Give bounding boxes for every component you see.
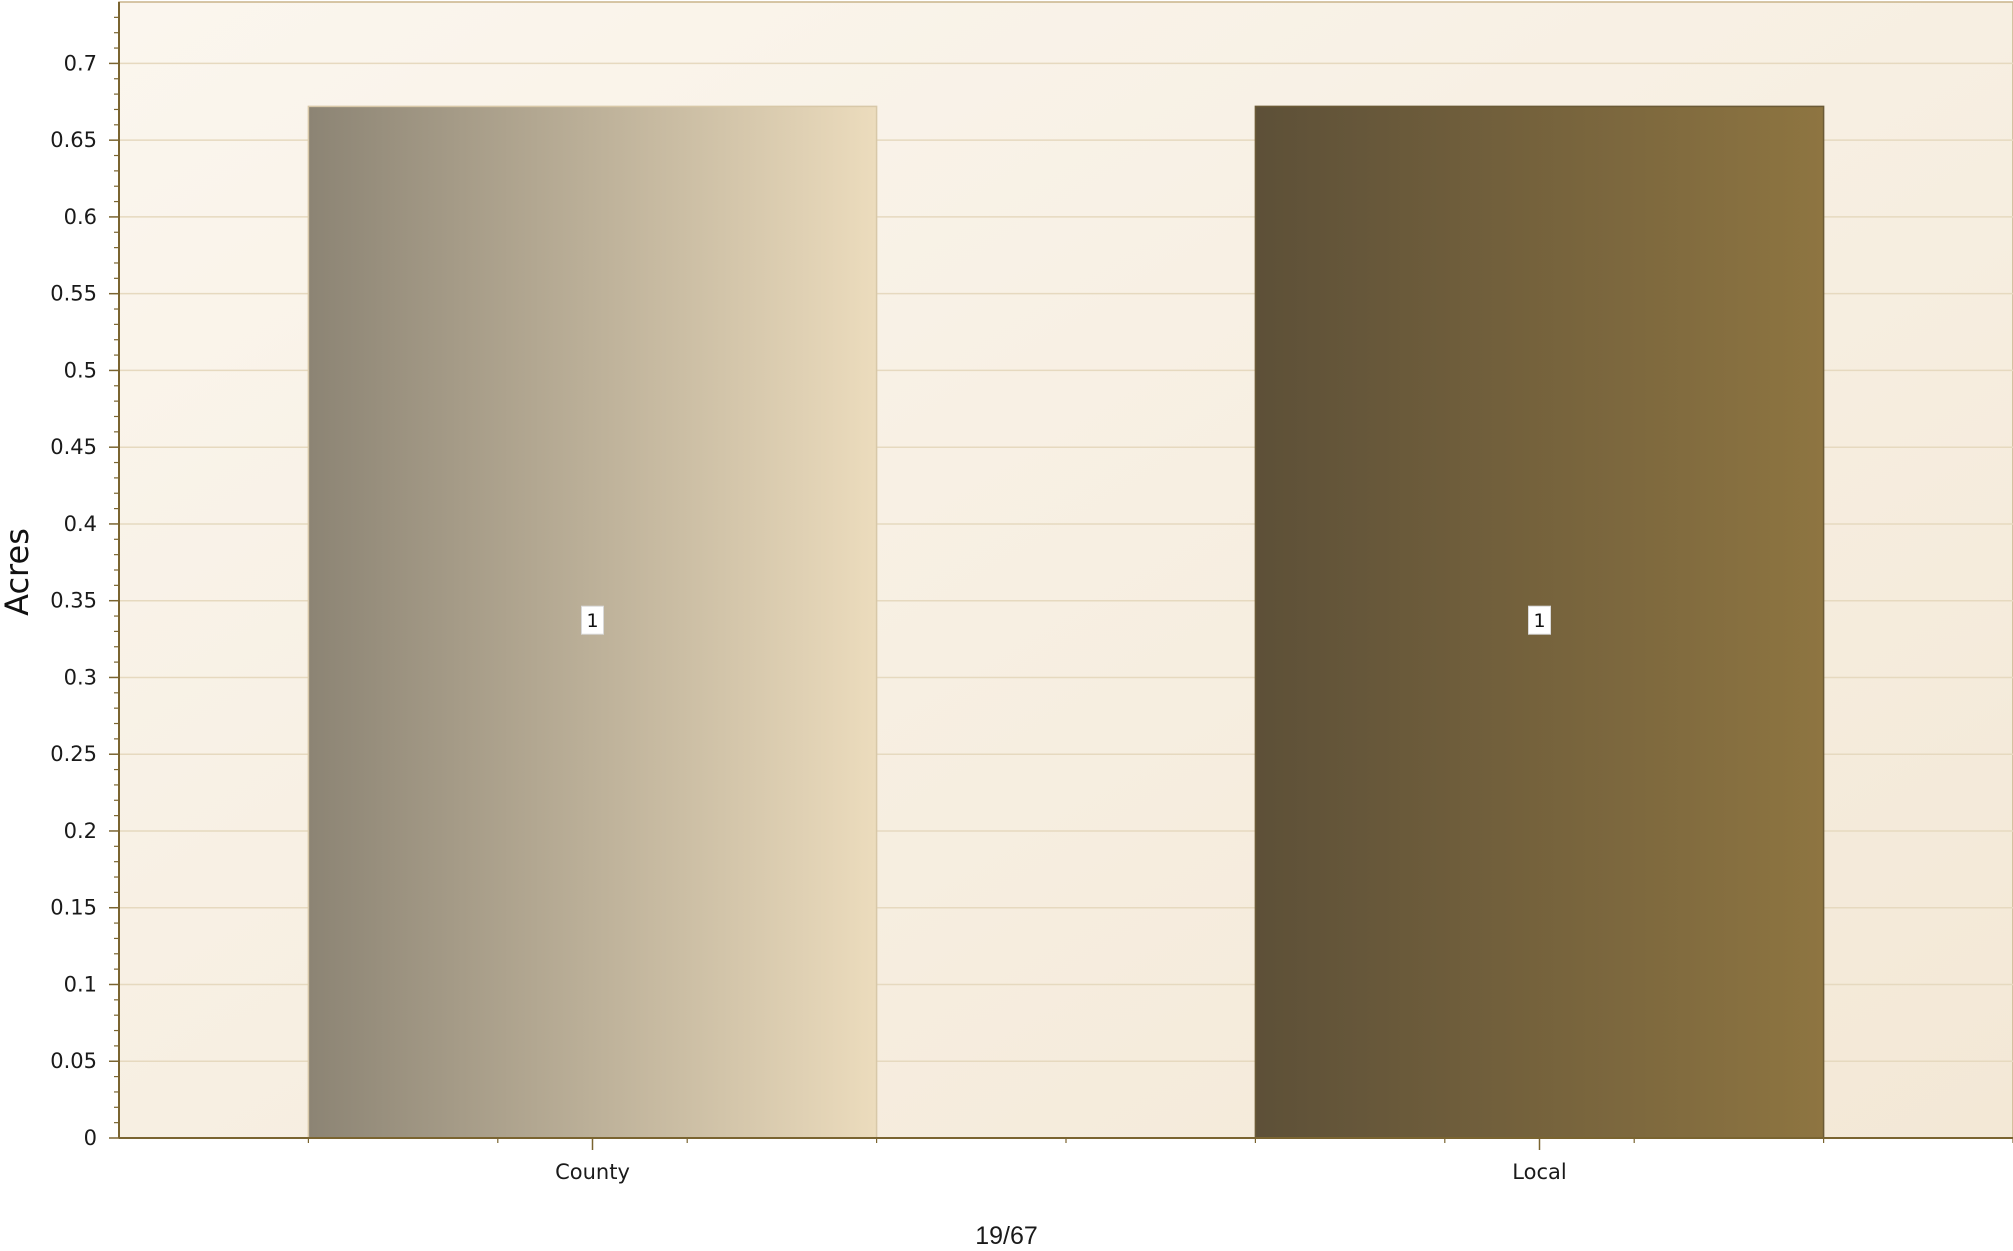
y-tick-label: 0.6 <box>64 205 97 229</box>
x-tick-label: Local <box>1512 1160 1566 1184</box>
x-tick-label: County <box>555 1160 630 1184</box>
y-tick-label: 0 <box>84 1126 97 1150</box>
data-label-box <box>581 605 604 635</box>
y-tick-label: 0.05 <box>50 1049 97 1073</box>
data-label: 1 <box>586 610 598 632</box>
y-axis-title: Acres <box>0 528 36 616</box>
y-axis-ticks: 0 0.05 0.1 0.15 0.2 0.25 0.3 0.35 0.4 0.45 0.5 0.55… <box>50 16 119 1150</box>
y-tick-label: 0.45 <box>50 435 97 459</box>
y-tick-label: 0.15 <box>50 896 97 920</box>
y-tick-label: 0.7 <box>64 51 97 75</box>
y-tick-label: 0.5 <box>64 358 97 382</box>
data-label-box <box>1528 605 1551 635</box>
page-indicator: 19/67 <box>975 1222 1038 1250</box>
y-tick-label: 0.2 <box>64 819 97 843</box>
x-axis-ticks: County Local <box>307 1138 2013 1184</box>
y-tick-label: 0.3 <box>64 665 97 689</box>
y-tick-label: 0.65 <box>50 128 97 152</box>
y-tick-label: 0.1 <box>64 972 97 996</box>
data-label: 1 <box>1533 610 1545 632</box>
y-tick-label: 0.35 <box>50 589 97 613</box>
y-tick-label: 0.25 <box>50 742 97 766</box>
y-tick-label: 0.55 <box>50 282 97 306</box>
y-tick-label: 0.4 <box>64 512 97 536</box>
